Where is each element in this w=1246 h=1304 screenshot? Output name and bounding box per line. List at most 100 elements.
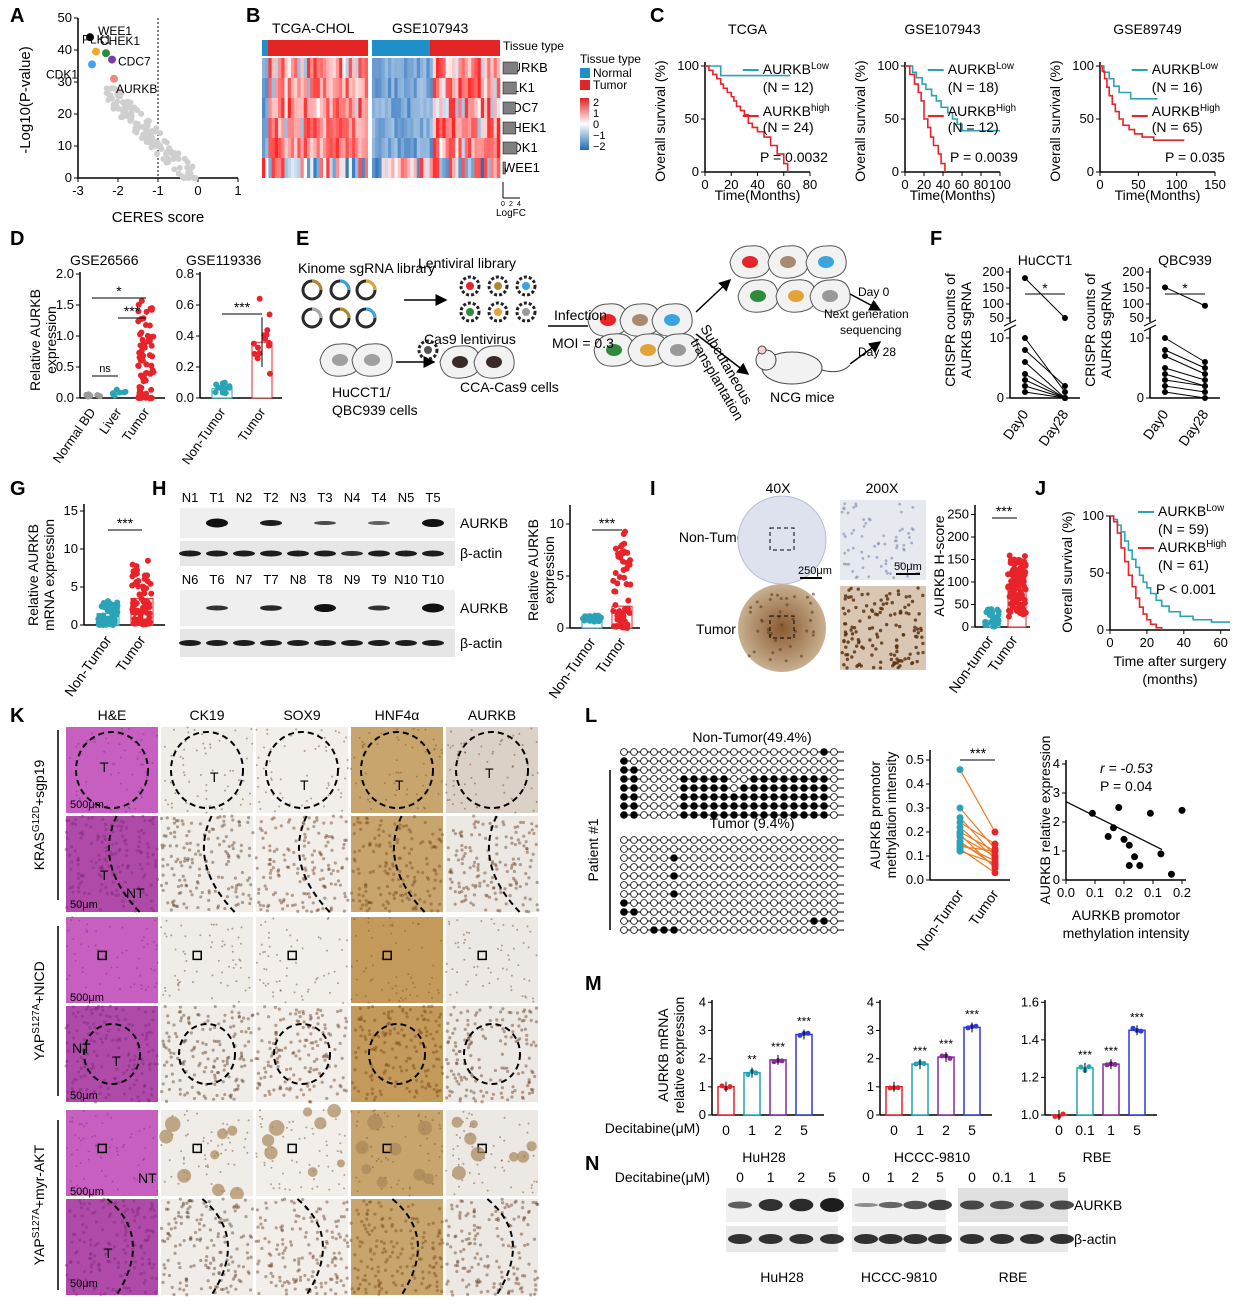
- svg-text:40: 40: [58, 42, 72, 57]
- cpg-site: [620, 863, 628, 871]
- heat-cell: [313, 118, 317, 138]
- tumor-label: T: [485, 765, 494, 781]
- heat-cell: [329, 98, 333, 118]
- svg-text:2: 2: [593, 97, 599, 109]
- grey-gene-point: [152, 142, 159, 149]
- data-point: [985, 606, 992, 613]
- heat-cell: [310, 118, 314, 138]
- heat-cell: [397, 98, 402, 118]
- cpg-site: [630, 917, 638, 925]
- cpg-site: [630, 890, 638, 898]
- gene-label-plk1: PLK1: [82, 33, 112, 47]
- heat-cell: [326, 98, 330, 118]
- heat-cell: [416, 58, 421, 78]
- cpg-site: [720, 863, 728, 871]
- lane-n5: N5: [398, 490, 415, 505]
- cpg-site: [810, 802, 818, 810]
- heat-cell: [271, 138, 276, 158]
- blot-band: [368, 521, 390, 525]
- cpg-site: [810, 863, 818, 871]
- lane-n2: N2: [236, 490, 253, 505]
- cpg-site: [820, 811, 828, 819]
- cpg-site: [720, 890, 728, 898]
- blot-band: [903, 1200, 928, 1210]
- cpg-site: [820, 863, 828, 871]
- svg-text:100: 100: [1072, 58, 1094, 73]
- svg-text:0: 0: [194, 183, 201, 198]
- blot-band: [206, 640, 228, 646]
- heat-cell: [335, 138, 340, 158]
- heat-cell: [271, 98, 276, 118]
- heat-cell: [394, 118, 398, 138]
- grey-gene-point: [118, 114, 125, 121]
- data-point: [266, 311, 273, 318]
- svg-text:1: 1: [593, 108, 599, 120]
- data-point: [144, 578, 151, 585]
- cpg-site: [680, 811, 688, 819]
- cpg-site: [740, 899, 748, 907]
- histo-tile: [351, 917, 443, 1003]
- cpg-site: [790, 793, 798, 801]
- bar-point: [1112, 1062, 1118, 1068]
- blot-band: [1050, 1200, 1074, 1210]
- svg-text:Kinome sgRNA library: Kinome sgRNA library: [298, 260, 435, 276]
- heat-cell: [458, 98, 462, 118]
- svg-text:0.6: 0.6: [176, 297, 194, 312]
- svg-text:0: 0: [701, 177, 708, 192]
- cpg-site: [680, 872, 688, 880]
- data-point: [994, 606, 1001, 613]
- histo-tile: [446, 1006, 538, 1102]
- data-point: [136, 394, 143, 401]
- panel-label-a: A: [10, 5, 24, 27]
- heat-cell: [297, 158, 301, 178]
- histo-tile: [256, 1006, 348, 1102]
- panel-label-b: B: [246, 5, 260, 27]
- heat-cell: [394, 58, 398, 78]
- cpg-site: [670, 881, 678, 889]
- data-point: [212, 389, 219, 396]
- cell-line-label: HCCC-9810: [894, 1149, 970, 1165]
- heat-cell: [474, 58, 478, 78]
- blot-band: [854, 1203, 878, 1207]
- corr-point: [1120, 835, 1128, 843]
- data-point: [137, 372, 144, 379]
- cpg-site: [780, 881, 788, 889]
- heat-cell: [493, 158, 498, 178]
- heat-cell: [420, 118, 424, 138]
- heat-cell: [426, 118, 430, 138]
- heat-cell: [278, 158, 282, 178]
- svg-text:50: 50: [1080, 111, 1094, 126]
- svg-text:(months): (months): [1142, 671, 1197, 687]
- svg-text:sequencing: sequencing: [840, 323, 901, 337]
- cpg-site: [710, 748, 718, 756]
- grey-gene-point: [114, 87, 121, 94]
- cpg-site: [740, 845, 748, 853]
- data-point: [132, 580, 139, 587]
- heat-cell: [471, 158, 475, 178]
- cpg-site: [800, 908, 808, 916]
- heat-cell: [426, 78, 430, 98]
- heat-cell: [493, 118, 498, 138]
- heat-cell: [397, 58, 402, 78]
- panel-j-survival: 0 50 100 0 20 40 60 AURKBLow(N = 59) AURKBHigh(N…: [1059, 503, 1230, 687]
- svg-text:0.2: 0.2: [176, 359, 194, 374]
- blot-band: [820, 1234, 844, 1244]
- data-point: [254, 355, 261, 362]
- cpg-site: [770, 748, 778, 756]
- blot-band: [928, 1199, 952, 1211]
- svg-text:AURKB H-score: AURKB H-score: [931, 515, 947, 616]
- bar-point: [797, 1032, 803, 1038]
- heat-cell: [300, 118, 305, 138]
- heat-cell: [384, 98, 389, 118]
- blot-band: [341, 640, 363, 646]
- heat-cell: [329, 158, 333, 178]
- bar-point: [771, 1059, 777, 1065]
- data-point: [266, 370, 273, 377]
- cpg-site: [630, 926, 638, 934]
- cpg-site: [690, 784, 698, 792]
- data-point: [136, 591, 143, 598]
- cpg-site: [680, 926, 688, 934]
- cpg-site: [650, 757, 658, 765]
